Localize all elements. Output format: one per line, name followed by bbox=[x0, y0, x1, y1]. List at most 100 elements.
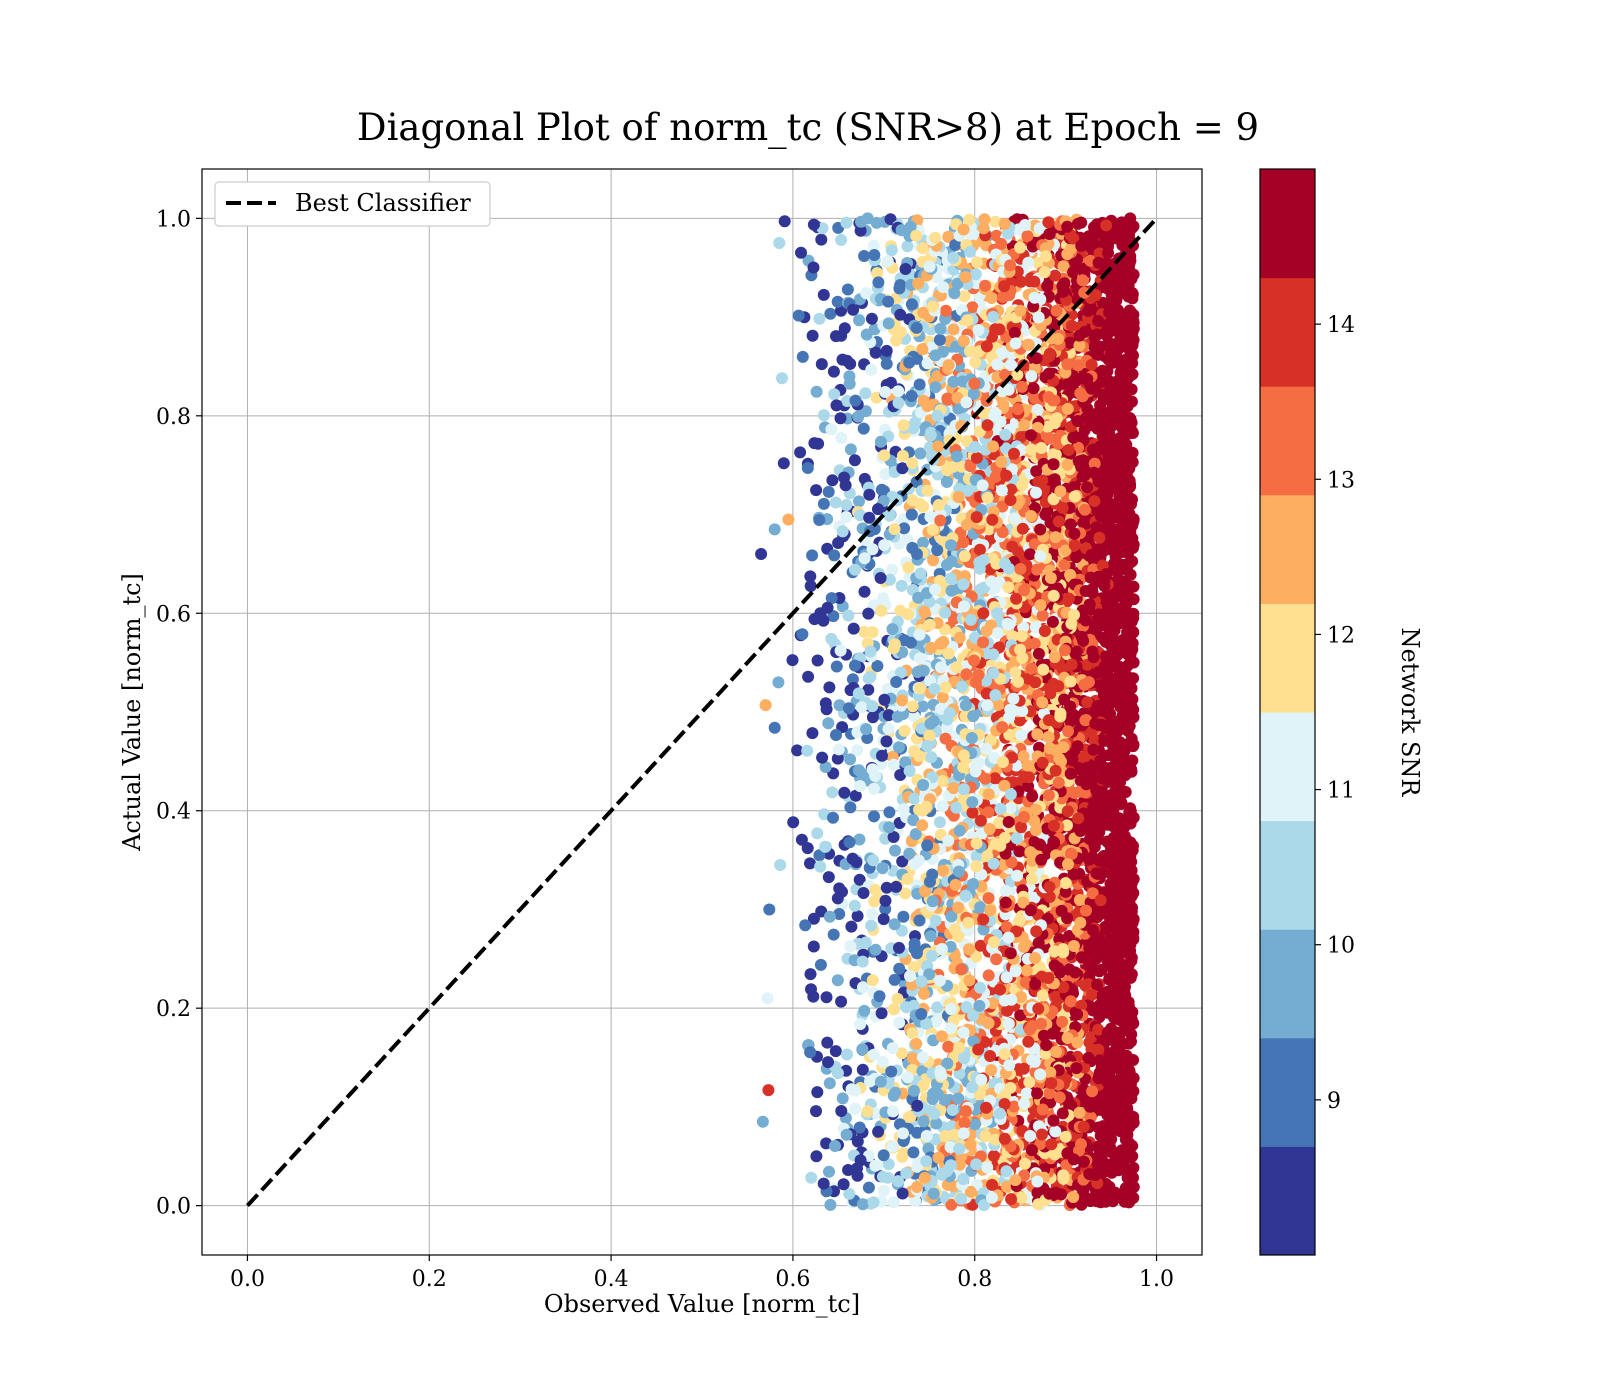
scatter-point bbox=[805, 1171, 818, 1184]
scatter-point bbox=[906, 700, 919, 713]
scatter-point bbox=[804, 1046, 817, 1059]
scatter-point bbox=[966, 301, 979, 314]
scatter-point bbox=[870, 216, 883, 229]
scatter-point bbox=[827, 928, 840, 941]
scatter-point bbox=[903, 765, 916, 777]
scatter-point bbox=[811, 1086, 824, 1099]
scatter-point bbox=[856, 1198, 869, 1211]
scatter-point bbox=[933, 816, 946, 829]
scatter-point bbox=[856, 1063, 869, 1076]
scatter-point bbox=[931, 409, 944, 422]
scatter-point bbox=[913, 378, 926, 391]
scatter-point bbox=[1097, 749, 1110, 762]
scatter-point bbox=[931, 544, 944, 557]
scatter-point bbox=[822, 1056, 834, 1069]
scatter-point bbox=[1019, 1157, 1031, 1170]
scatter-point bbox=[982, 892, 995, 905]
scatter-point bbox=[832, 537, 845, 549]
scatter-point bbox=[840, 216, 853, 229]
scatter-points bbox=[755, 212, 1140, 1212]
scatter-point bbox=[952, 491, 965, 504]
scatter-point bbox=[865, 919, 878, 932]
scatter-point bbox=[1018, 940, 1030, 953]
scatter-point bbox=[843, 1187, 856, 1200]
scatter-point bbox=[824, 307, 837, 320]
scatter-point bbox=[858, 250, 871, 262]
scatter-point bbox=[1000, 921, 1013, 933]
scatter-point bbox=[811, 654, 824, 667]
scatter-point bbox=[885, 244, 898, 257]
scatter-point bbox=[823, 681, 836, 694]
scatter-point bbox=[1127, 593, 1140, 606]
scatter-point bbox=[945, 1198, 958, 1211]
scatter-point bbox=[896, 1187, 909, 1200]
scatter-point bbox=[876, 1170, 889, 1183]
scatter-point bbox=[930, 1015, 943, 1028]
scatter-point bbox=[897, 910, 910, 923]
scatter-point bbox=[1016, 479, 1029, 492]
scatter-point bbox=[786, 654, 799, 667]
scatter-point bbox=[1081, 481, 1094, 494]
scatter-point bbox=[791, 744, 804, 757]
scatter-point bbox=[905, 508, 918, 521]
scatter-point bbox=[841, 283, 854, 296]
scatter-point bbox=[831, 892, 844, 905]
scatter-point bbox=[843, 836, 856, 849]
scatter-point bbox=[831, 295, 844, 308]
scatter-point bbox=[1004, 802, 1017, 814]
scatter-point bbox=[815, 358, 828, 371]
scatter-point bbox=[866, 626, 879, 639]
scatter-point bbox=[804, 570, 817, 583]
scatter-point bbox=[869, 883, 882, 896]
scatter-point bbox=[1021, 759, 1034, 772]
scatter-point bbox=[895, 579, 908, 592]
scatter-point bbox=[836, 353, 849, 366]
scatter-point bbox=[949, 239, 962, 251]
scatter-point bbox=[892, 385, 905, 398]
scatter-point bbox=[842, 609, 855, 622]
scatter-point bbox=[877, 1055, 889, 1068]
scatter-point bbox=[916, 700, 929, 713]
scatter-point bbox=[877, 1149, 890, 1162]
scatter-point bbox=[886, 563, 899, 576]
scatter-point bbox=[950, 450, 963, 463]
scatter-point bbox=[877, 592, 890, 605]
scatter-point bbox=[1124, 250, 1137, 263]
scatter-point bbox=[835, 304, 847, 317]
scatter-point bbox=[849, 789, 862, 802]
scatter-point bbox=[914, 567, 927, 580]
scatter-point bbox=[877, 1184, 890, 1197]
scatter-point bbox=[806, 329, 819, 342]
scatter-point bbox=[924, 930, 937, 943]
scatter-point bbox=[862, 1181, 875, 1194]
scatter-point bbox=[912, 854, 925, 867]
scatter-point bbox=[937, 635, 950, 648]
scatter-point bbox=[820, 703, 833, 716]
scatter-point bbox=[808, 613, 821, 626]
scatter-point bbox=[848, 899, 861, 912]
scatter-point bbox=[877, 913, 890, 926]
scatter-point bbox=[1067, 1191, 1080, 1203]
scatter-point bbox=[1017, 621, 1030, 634]
scatter-point bbox=[805, 983, 817, 996]
scatter-point bbox=[942, 1040, 955, 1053]
scatter-point bbox=[908, 710, 921, 723]
scatter-point bbox=[871, 267, 884, 280]
scatter-point bbox=[795, 246, 807, 259]
scatter-point bbox=[830, 729, 842, 741]
scatter-point bbox=[861, 212, 874, 225]
scatter-point bbox=[824, 1198, 837, 1211]
scatter-point bbox=[887, 758, 900, 771]
scatter-point bbox=[836, 1092, 849, 1105]
scatter-point bbox=[901, 240, 914, 253]
scatter-point bbox=[848, 454, 861, 467]
scatter-point bbox=[794, 446, 807, 459]
scatter-point bbox=[823, 1165, 835, 1178]
scatter-point bbox=[828, 388, 841, 401]
scatter-point bbox=[879, 386, 892, 398]
scatter-point bbox=[978, 213, 991, 226]
scatter-point bbox=[853, 314, 866, 327]
scatter-point bbox=[868, 249, 881, 261]
scatter-point bbox=[1018, 770, 1031, 783]
scatter-point bbox=[827, 365, 840, 378]
